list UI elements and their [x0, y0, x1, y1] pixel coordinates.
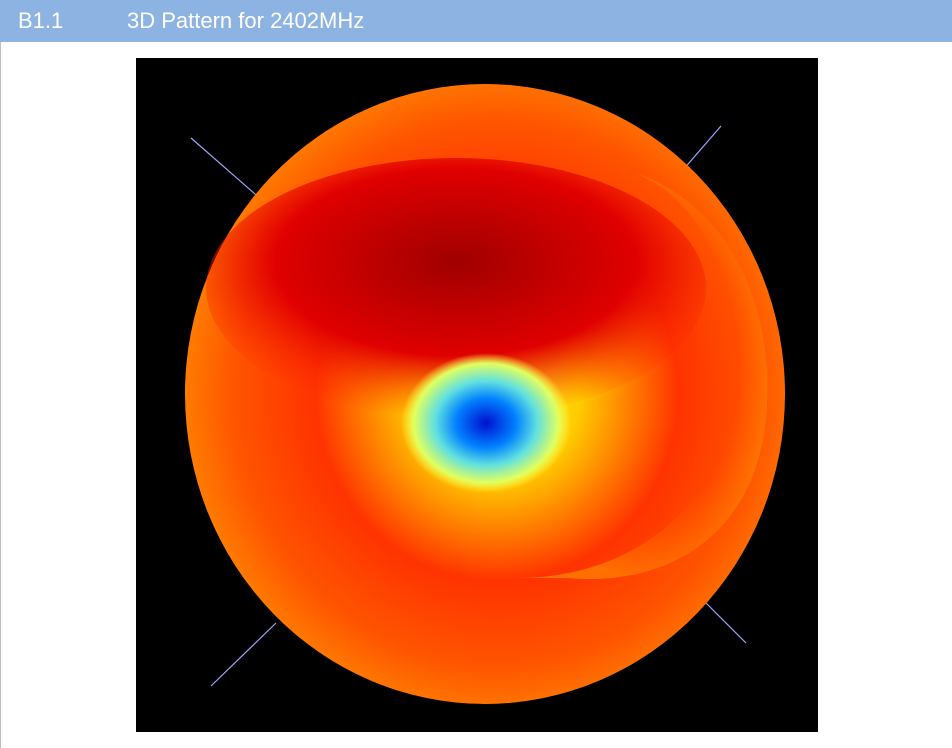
section-number: B1.1	[18, 0, 63, 42]
section-title: 3D Pattern for 2402MHz	[127, 0, 364, 42]
section-header: B1.1 3D Pattern for 2402MHz	[0, 0, 952, 42]
pattern-image	[136, 58, 818, 732]
frame-border	[0, 42, 1, 748]
page: B1.1 3D Pattern for 2402MHz	[0, 0, 952, 748]
